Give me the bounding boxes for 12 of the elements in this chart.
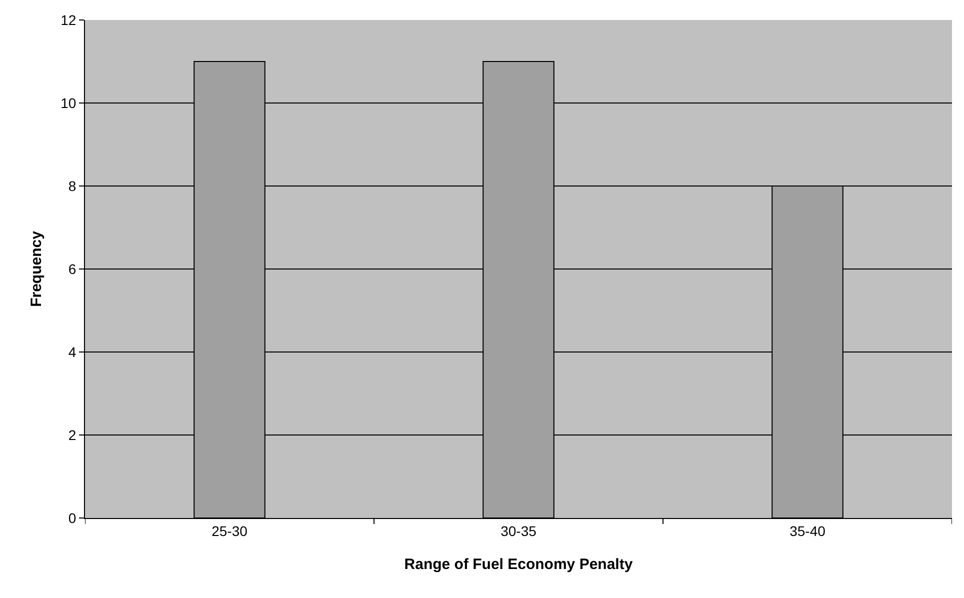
y-axis-title: Frequency [28, 230, 45, 307]
y-tick-label: 6 [68, 260, 76, 277]
x-tick-label: 35-40 [790, 522, 826, 539]
x-tick-label: 25-30 [212, 522, 248, 539]
y-tick-label: 4 [68, 344, 76, 360]
x-axis-title: Range of Fuel Economy Penalty [404, 556, 634, 573]
y-tick-label: 2 [68, 426, 76, 443]
y-tick-label: 0 [68, 510, 76, 526]
y-tick-label: 8 [68, 178, 76, 194]
y-tick-label: 10 [60, 94, 76, 111]
y-tick-label: 12 [60, 12, 76, 28]
x-tick-label: 30-35 [500, 522, 537, 539]
